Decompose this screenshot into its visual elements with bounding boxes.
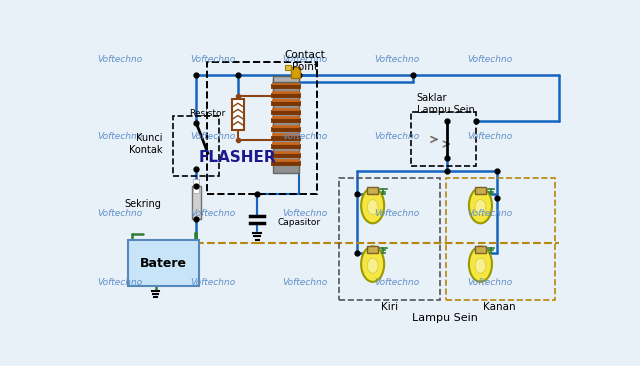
Text: Voftechno: Voftechno — [467, 132, 513, 141]
Text: Voftechno: Voftechno — [282, 132, 328, 141]
Text: Voftechno: Voftechno — [97, 278, 143, 287]
Text: Voftechno: Voftechno — [97, 132, 143, 141]
Text: Voftechno: Voftechno — [190, 278, 235, 287]
Text: Voftechno: Voftechno — [282, 278, 328, 287]
Text: Kunci
Kontak: Kunci Kontak — [129, 133, 163, 155]
Bar — [367, 187, 378, 194]
Bar — [273, 76, 299, 82]
Text: Voftechno: Voftechno — [190, 209, 235, 218]
Bar — [128, 240, 198, 287]
Ellipse shape — [475, 258, 486, 273]
Bar — [291, 67, 300, 78]
Bar — [273, 79, 299, 173]
Text: FLASHER: FLASHER — [198, 150, 276, 165]
Text: Resistor: Resistor — [189, 109, 225, 118]
Text: Kiri: Kiri — [381, 302, 398, 312]
Bar — [285, 66, 291, 70]
Text: Voftechno: Voftechno — [97, 55, 143, 64]
Bar — [367, 246, 378, 253]
Bar — [411, 112, 476, 165]
Text: Kanan: Kanan — [483, 302, 516, 312]
Text: Contact
Point: Contact Point — [285, 50, 325, 72]
Text: Voftechno: Voftechno — [467, 209, 513, 218]
Text: Voftechno: Voftechno — [282, 209, 328, 218]
Text: Voftechno: Voftechno — [97, 209, 143, 218]
Ellipse shape — [361, 188, 384, 223]
Ellipse shape — [475, 199, 486, 215]
Bar — [232, 99, 244, 130]
Text: Voftechno: Voftechno — [467, 278, 513, 287]
Ellipse shape — [361, 246, 384, 282]
Bar — [475, 187, 486, 194]
Text: Batere: Batere — [140, 257, 187, 270]
Bar — [207, 61, 317, 194]
Ellipse shape — [367, 199, 378, 215]
Ellipse shape — [469, 246, 492, 282]
Bar — [192, 186, 201, 220]
Text: Lampu Sein: Lampu Sein — [412, 313, 478, 323]
Text: Sekring: Sekring — [124, 199, 161, 209]
Bar — [173, 116, 220, 176]
Bar — [446, 178, 555, 299]
Bar — [193, 179, 200, 193]
Bar — [339, 178, 440, 299]
Text: Voftechno: Voftechno — [467, 55, 513, 64]
Text: Voftechno: Voftechno — [190, 132, 235, 141]
Ellipse shape — [367, 258, 378, 273]
Text: Saklar
Lampu Sein: Saklar Lampu Sein — [417, 93, 474, 115]
Text: Voftechno: Voftechno — [282, 55, 328, 64]
Text: Voftechno: Voftechno — [190, 55, 235, 64]
Bar — [475, 246, 486, 253]
Text: Voftechno: Voftechno — [374, 132, 420, 141]
Ellipse shape — [469, 188, 492, 223]
Text: Voftechno: Voftechno — [374, 278, 420, 287]
Text: Voftechno: Voftechno — [374, 55, 420, 64]
Text: Voftechno: Voftechno — [374, 209, 420, 218]
Text: Capasitor: Capasitor — [278, 218, 321, 227]
